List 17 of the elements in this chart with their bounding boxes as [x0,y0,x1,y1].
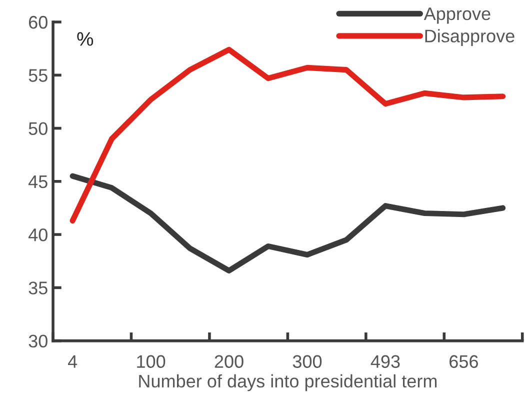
x-tick-label: 200 [214,355,244,368]
x-tick-label: 493 [370,355,400,368]
legend-label: Approve [424,8,490,24]
y-tick-label: 40 [28,228,48,242]
x-tick-label: 300 [292,355,322,368]
x-tick-label: 656 [450,355,478,368]
x-tick-label: 4 [68,355,78,368]
y-tick-label: 60 [29,16,48,29]
legend-label: Disapprove [425,29,514,46]
y-tick-label: 50 [28,122,48,135]
x-axis-title: Number of days into presidential term [139,374,437,392]
y-axis-title: % [77,32,94,46]
y-tick-label: 45 [28,176,48,188]
y-tick-label: 30 [28,334,48,348]
x-tick-label: 100 [137,355,166,368]
y-tick-label: 55 [28,69,48,82]
y-tick-label: 35 [28,282,48,294]
